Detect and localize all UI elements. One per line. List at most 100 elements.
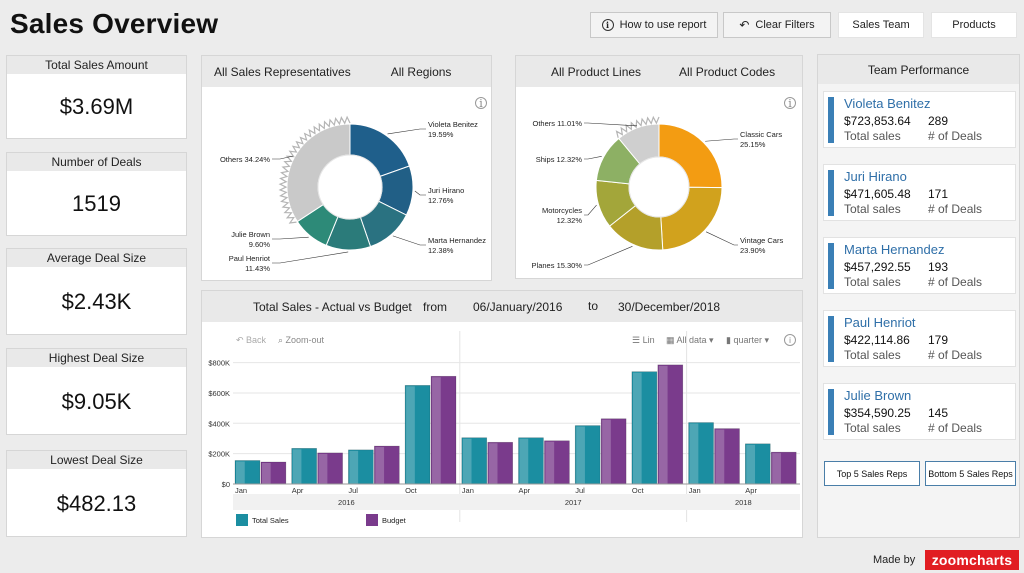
kpi-value: $2.43K xyxy=(61,289,132,314)
linear-scale-toggle[interactable]: ☰ Lin xyxy=(632,335,655,345)
x-tick-label: Apr xyxy=(745,486,757,495)
quarter-dropdown[interactable]: ▮ quarter ▾ xyxy=(726,335,769,345)
rep-name: Marta Hernandez xyxy=(844,242,945,257)
team-card[interactable]: Paul Henriot $422,114.86 179 Total sales… xyxy=(823,310,1016,367)
all-data-dropdown[interactable]: ▦ All data ▾ xyxy=(666,335,714,345)
x-tick-label: Oct xyxy=(632,486,645,495)
accent-bar xyxy=(828,389,834,435)
team-performance-title: Team Performance xyxy=(818,55,1019,84)
bottom-5-button[interactable]: Bottom 5 Sales Reps xyxy=(925,461,1016,486)
from-date[interactable]: 06/January/2016 xyxy=(473,300,563,314)
how-to-use-button[interactable]: i How to use report xyxy=(590,12,718,38)
team-card[interactable]: Juri Hirano $471,605.48 171 Total sales … xyxy=(823,164,1016,221)
bar xyxy=(430,375,457,485)
kpi-total-sales: Total Sales Amount $3.69M xyxy=(6,55,187,139)
how-to-use-label: How to use report xyxy=(619,19,707,31)
bar xyxy=(518,437,544,485)
info-icon xyxy=(784,334,796,346)
x-tick-label: Oct xyxy=(405,486,418,495)
back-button[interactable]: ↶ Back xyxy=(236,335,267,345)
rep-filter[interactable]: All Sales Representatives xyxy=(214,64,351,79)
slice-label: 11.43% xyxy=(245,264,270,273)
slice-label: 23.90% xyxy=(740,246,766,255)
bar-highlight xyxy=(292,449,302,484)
bar-highlight xyxy=(349,450,359,484)
slice-label: 12.32% xyxy=(557,216,583,225)
slice-label: 25.15% xyxy=(740,140,766,149)
bar-highlight xyxy=(406,386,415,484)
sales-reps-filter-bar: All Sales Representatives All Regions xyxy=(202,56,491,87)
zoomcharts-logo[interactable]: zoomcharts xyxy=(925,550,1019,570)
leader-line xyxy=(272,236,309,240)
deals-caption: # of Deals xyxy=(928,202,983,216)
bar-highlight xyxy=(602,419,611,484)
y-tick-label: $0 xyxy=(222,480,230,489)
bar xyxy=(770,451,797,485)
kpi-highest-deal: Highest Deal Size $9.05K xyxy=(6,348,187,435)
team-card[interactable]: Julie Brown $354,590.25 145 Total sales … xyxy=(823,383,1016,440)
kpi-average-deal: Average Deal Size $2.43K xyxy=(6,248,187,335)
deals-caption: # of Deals xyxy=(928,129,983,143)
bar-highlight xyxy=(689,423,699,484)
bar xyxy=(317,452,343,485)
rep-deals: 193 xyxy=(928,260,949,274)
bar-chart-title: Total Sales - Actual vs Budget xyxy=(253,300,412,314)
x-tick-label: Jan xyxy=(462,486,474,495)
sales-team-button[interactable]: Sales Team xyxy=(838,12,924,38)
rep-name: Juri Hirano xyxy=(844,169,907,184)
team-card[interactable]: Violeta Benitez $723,853.64 289 Total sa… xyxy=(823,91,1016,148)
region-filter[interactable]: All Regions xyxy=(390,64,452,79)
bar xyxy=(600,418,627,485)
bar xyxy=(461,437,488,485)
product-line-filter[interactable]: All Product Lines xyxy=(551,64,642,79)
kpi-label: Average Deal Size xyxy=(7,249,186,267)
leader-line xyxy=(387,128,426,135)
rep-sales: $354,590.25 xyxy=(844,406,911,420)
x-year-label: 2018 xyxy=(735,498,752,507)
undo-icon: ↶ xyxy=(739,18,750,32)
rep-deals: 289 xyxy=(928,114,949,128)
products-button[interactable]: Products xyxy=(931,12,1017,38)
top-5-button[interactable]: Top 5 Sales Reps xyxy=(824,461,920,486)
deals-caption: # of Deals xyxy=(928,275,983,289)
info-icon[interactable]: i xyxy=(475,97,487,110)
rep-deals: 179 xyxy=(928,333,949,347)
y-tick-label: $800K xyxy=(208,359,230,368)
team-card[interactable]: Marta Hernandez $457,292.55 193 Total sa… xyxy=(823,237,1016,294)
sales-caption: Total sales xyxy=(844,348,901,362)
rep-name: Violeta Benitez xyxy=(844,96,931,111)
leader-line xyxy=(392,235,426,246)
rep-name: Julie Brown xyxy=(844,388,912,403)
leader-line xyxy=(272,155,293,160)
rep-sales: $457,292.55 xyxy=(844,260,911,274)
bar-highlight xyxy=(576,426,585,484)
bar-highlight xyxy=(375,447,385,484)
to-date[interactable]: 30/December/2018 xyxy=(618,300,721,314)
bar-highlight xyxy=(432,377,441,484)
legend-swatch[interactable] xyxy=(236,514,248,526)
product-code-filter[interactable]: All Product Codes xyxy=(679,64,776,79)
bar xyxy=(544,440,570,485)
kpi-value: $9.05K xyxy=(61,389,132,414)
kpi-label: Highest Deal Size xyxy=(7,349,186,367)
legend-swatch[interactable] xyxy=(366,514,378,526)
zoom-out-button[interactable]: ⌕ Zoom-out xyxy=(278,335,325,345)
info-icon: i xyxy=(601,19,614,31)
sales-budget-bar-chart[interactable]: ↶ Back ⌕ Zoom-out ☰ Lin ▦ All data ▾ ▮ quart… xyxy=(202,322,802,537)
leader-line xyxy=(584,246,633,266)
sales-caption: Total sales xyxy=(844,129,901,143)
slice-label: Others 34.24% xyxy=(220,155,270,164)
products-label: Products xyxy=(952,19,996,31)
deals-caption: # of Deals xyxy=(928,348,983,362)
bar xyxy=(374,445,400,485)
clear-filters-button[interactable]: ↶ Clear Filters xyxy=(723,12,831,38)
bar-highlight xyxy=(658,365,668,484)
kpi-number-of-deals: Number of Deals 1519 xyxy=(6,152,187,236)
slice-label: Others 11.01% xyxy=(533,119,583,128)
info-icon[interactable]: i xyxy=(784,97,796,110)
bar xyxy=(714,428,740,485)
products-filter-bar: All Product Lines All Product Codes xyxy=(516,56,802,87)
sales-caption: Total sales xyxy=(844,421,901,435)
